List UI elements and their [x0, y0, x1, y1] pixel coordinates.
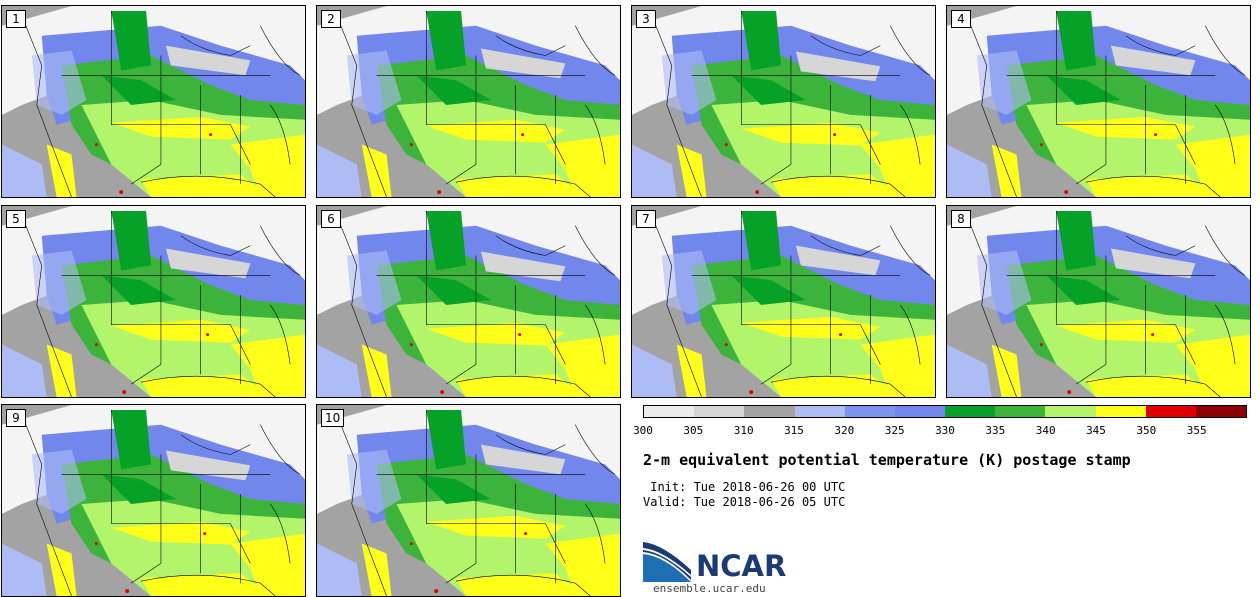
colorbar-tick-label: 300 — [633, 424, 653, 437]
panel-number-label: 5 — [6, 210, 26, 228]
site-url: ensemble.ucar.edu — [653, 582, 766, 595]
colorbar-swatch — [945, 406, 996, 417]
map-panel: 8 — [946, 205, 1251, 398]
plot-title: 2-m equivalent potential temperature (K)… — [643, 451, 1131, 469]
panel-number-label: 9 — [6, 409, 26, 427]
colorbar-swatch — [1095, 406, 1146, 417]
colorbar-swatch — [1195, 406, 1247, 417]
colorbar-tick-label: 355 — [1186, 424, 1207, 437]
colorbar-swatch — [644, 406, 695, 417]
colorbar-swatch — [1145, 406, 1196, 417]
logo-text: NCAR — [696, 549, 787, 583]
map-panel: 7 — [631, 205, 936, 398]
panel-number-label: 8 — [951, 210, 971, 228]
colorbar-tick-label: 345 — [1086, 424, 1106, 437]
colorbar-tick-label: 350 — [1136, 424, 1157, 437]
colorbar-tick-label: 340 — [1035, 424, 1056, 437]
map-panel: 2 — [316, 5, 621, 198]
colorbar-swatch — [694, 406, 745, 417]
colorbar-swatch — [1045, 406, 1096, 417]
colorbar-swatch — [894, 406, 946, 417]
panel-number-label: 4 — [951, 10, 971, 28]
panel-number-label: 3 — [636, 10, 656, 28]
valid-time: Valid: Tue 2018-06-26 05 UTC — [643, 495, 846, 509]
map-panel: 1 — [1, 5, 306, 198]
colorbar-tick-label: 320 — [834, 424, 855, 437]
colorbar-tick-label: 330 — [935, 424, 955, 437]
colorbar-tick-label: 335 — [985, 424, 1006, 437]
map-panel: 10 — [316, 404, 621, 597]
colorbar-swatch — [995, 406, 1046, 417]
panel-number-label: 1 — [6, 10, 26, 28]
colorbar-tick-label: 315 — [784, 424, 804, 437]
ncar-logo-icon — [643, 542, 691, 582]
map-panel: 4 — [946, 5, 1251, 198]
colorbar-swatch — [794, 406, 845, 417]
colorbar-tick-label: 325 — [884, 424, 905, 437]
colorbar-swatch — [844, 406, 895, 417]
panel-number-label: 2 — [321, 10, 341, 28]
panel-number-label: 7 — [636, 210, 656, 228]
panel-number-label: 10 — [321, 409, 345, 427]
colorbar — [643, 405, 1247, 418]
colorbar-tick-label: 310 — [733, 424, 754, 437]
map-panel: 3 — [631, 5, 936, 198]
map-panel: 6 — [316, 205, 621, 398]
colorbar-swatch — [744, 406, 795, 417]
init-time: Init: Tue 2018-06-26 00 UTC — [643, 480, 846, 494]
map-panel: 5 — [1, 205, 306, 398]
map-panel: 9 — [1, 404, 306, 597]
colorbar-tick-label: 305 — [683, 424, 704, 437]
panel-number-label: 6 — [321, 210, 341, 228]
